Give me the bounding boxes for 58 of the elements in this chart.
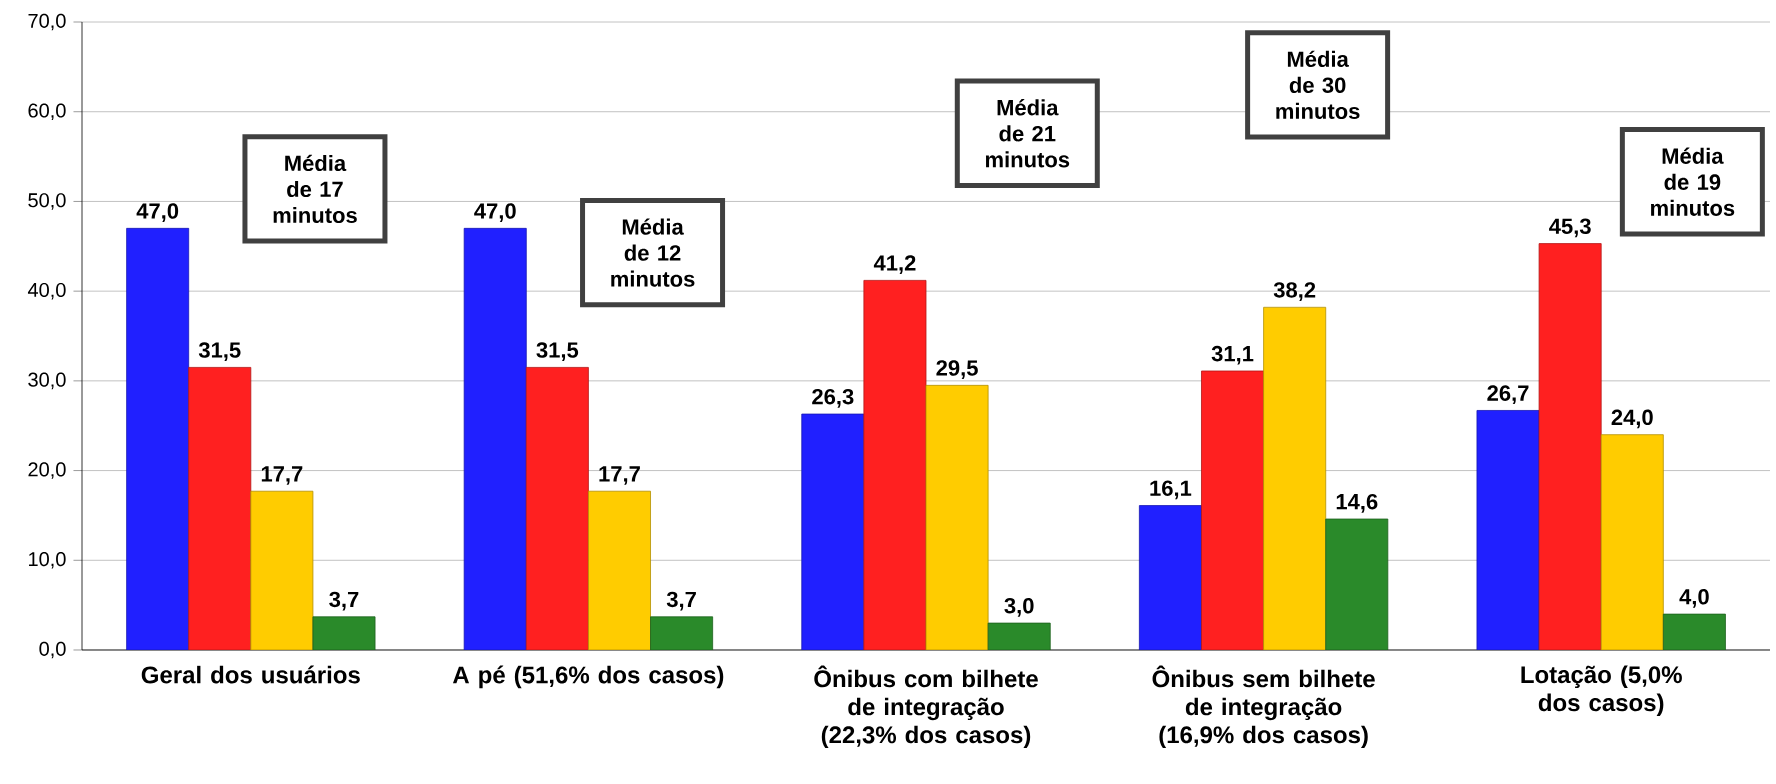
bar [1263, 306, 1327, 650]
y-tick-label: 70,0 [28, 13, 66, 31]
data-label: 38,2 [1273, 282, 1316, 301]
x-tick-label: Lotação (5,0% dos casos) [1521, 665, 1682, 716]
data-label: 17,7 [261, 466, 303, 485]
bar [801, 413, 865, 650]
y-tick-label: 10,0 [29, 552, 66, 569]
bar [1138, 505, 1202, 650]
data-label: 31,5 [536, 342, 579, 362]
data-label: 45,3 [1549, 218, 1591, 238]
data-label: 29,5 [936, 360, 978, 379]
bar [925, 384, 989, 650]
bar [1600, 434, 1664, 650]
y-tick-label: 0,0 [39, 641, 66, 659]
bar [863, 279, 927, 650]
bar [1476, 410, 1540, 650]
annotation: Média de 19 minutos [1651, 147, 1735, 216]
y-tick-label: 60,0 [28, 103, 66, 120]
data-label: 47,0 [474, 203, 516, 222]
bar [650, 616, 714, 650]
bar [1538, 243, 1602, 650]
data-label: 3,7 [666, 591, 696, 611]
annotation: Média de 21 minutos [985, 99, 1070, 168]
y-tick-label: 50,0 [28, 193, 66, 210]
bar [588, 490, 651, 650]
bar [250, 490, 314, 650]
data-label: 47,0 [136, 203, 179, 222]
annotation: Média de 30 minutos [1276, 50, 1360, 119]
bar [1662, 613, 1726, 650]
data-label: 24,0 [1611, 409, 1653, 429]
data-label: 26,7 [1487, 385, 1529, 405]
y-tick-label: 30,0 [28, 372, 66, 390]
data-label: 26,3 [812, 388, 854, 408]
x-tick-label: A pé (51,6% dos casos) [452, 665, 724, 689]
data-label: 16,1 [1150, 480, 1192, 500]
bar [312, 616, 376, 650]
x-tick-label: Ônibus sem bilhete de integração (16,9% dos casos) [1152, 665, 1375, 749]
bar [126, 227, 190, 650]
data-label: 4,0 [1679, 588, 1709, 608]
x-tick-label: Geral dos usuários [141, 665, 360, 684]
y-tick-label: 40,0 [27, 282, 66, 300]
data-label: 31,1 [1211, 345, 1254, 365]
bar [525, 367, 589, 650]
bar [188, 367, 252, 650]
data-label: 17,7 [599, 466, 640, 485]
data-label: 3,0 [1004, 597, 1034, 617]
bar [1325, 518, 1389, 650]
x-tick-label: Ônibus com bilhete de integração (22,3% dos casos) [814, 665, 1038, 749]
data-label: 41,2 [873, 255, 916, 274]
y-tick-label: 20,0 [28, 462, 66, 479]
annotation: Média de 12 minutos [611, 218, 695, 287]
annotation: Média de 17 minutos [273, 154, 357, 224]
data-label: 31,5 [198, 342, 241, 362]
bar [987, 622, 1051, 650]
data-label: 3,7 [329, 591, 359, 611]
data-label: 14,6 [1336, 493, 1378, 513]
bar [463, 227, 527, 650]
bar [1201, 370, 1264, 650]
